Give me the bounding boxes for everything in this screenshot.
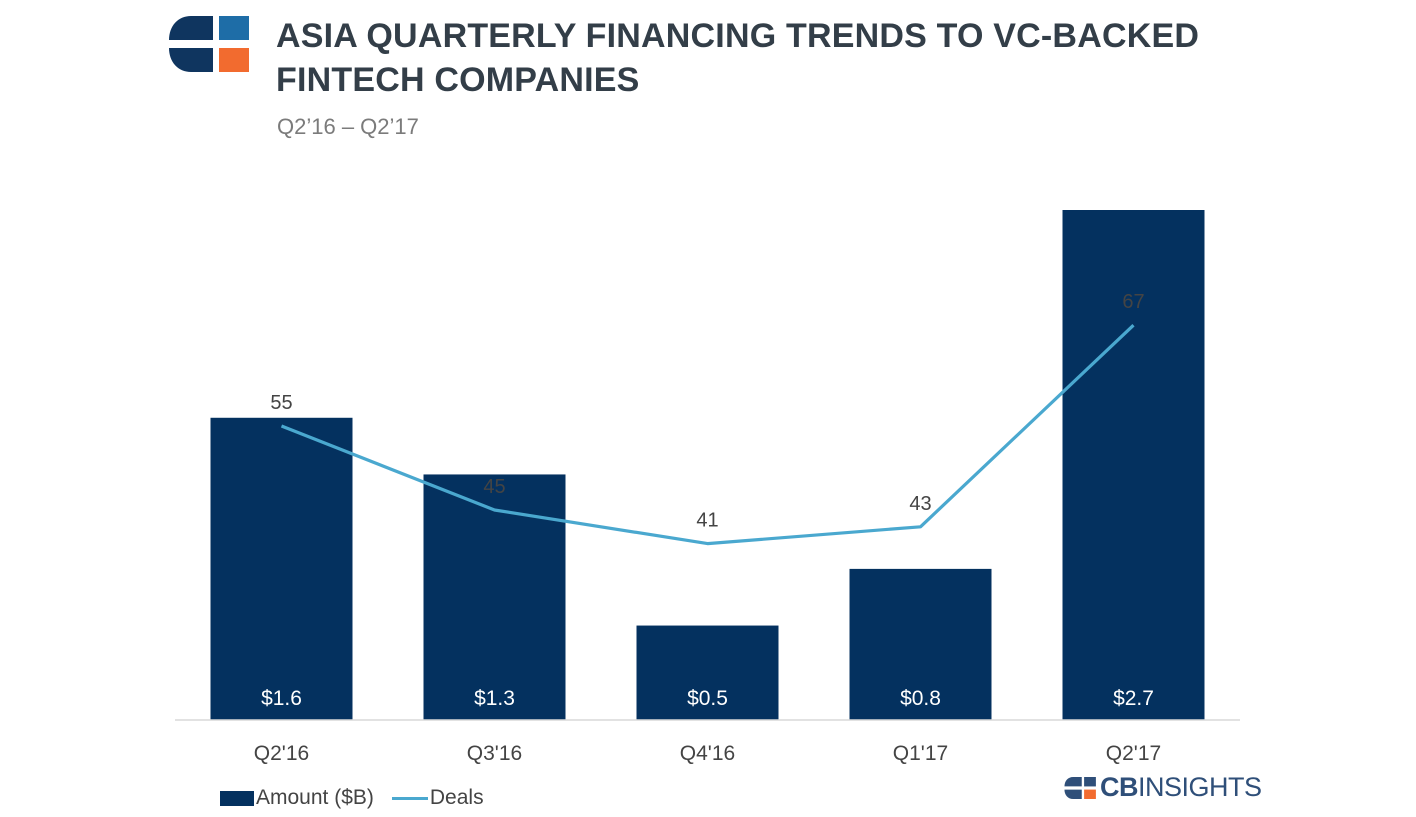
chart-title-line-2: FINTECH COMPANIES	[276, 61, 640, 99]
deals-label-4: 67	[1122, 291, 1144, 313]
bar-label-4: $2.7	[1113, 687, 1154, 710]
x-tick-label-2: Q4'16	[680, 742, 735, 765]
x-tick-label-4: Q2'17	[1106, 742, 1161, 765]
cb-insights-logo-icon	[169, 16, 249, 72]
deals-label-2: 41	[696, 510, 718, 532]
bar-4	[1062, 210, 1205, 720]
deals-label-1: 45	[483, 476, 505, 498]
legend-swatch-amount	[220, 790, 254, 806]
x-tick-label-3: Q1'17	[893, 742, 948, 765]
bar-2	[636, 625, 779, 720]
chart-title: ASIA QUARTERLY FINANCING TRENDS TO VC-BA…	[276, 14, 1276, 102]
bar-0	[210, 417, 353, 720]
x-tick-label-1: Q3'16	[467, 742, 522, 765]
cb-insights-brand-icon	[1064, 776, 1096, 799]
cb-insights-wordmark: CBINSIGHTS	[1100, 772, 1262, 802]
chart-title-line-1: ASIA QUARTERLY FINANCING TRENDS TO VC-BA…	[276, 17, 1200, 55]
legend: Amount ($B) Deals	[220, 786, 484, 810]
legend-swatch-deals	[391, 796, 428, 800]
bar-label-3: $0.8	[900, 687, 941, 710]
bar-label-0: $1.6	[261, 687, 302, 710]
deals-label-0: 55	[270, 392, 292, 414]
x-tick-label-0: Q2'16	[254, 742, 309, 765]
bar-1	[423, 474, 566, 720]
bar-label-1: $1.3	[474, 687, 515, 710]
cb-insights-brand: CBINSIGHTS	[1062, 772, 1262, 803]
legend-label-deals: Deals	[429, 786, 484, 809]
legend-label-amount: Amount ($B)	[256, 786, 374, 809]
bar-label-2: $0.5	[687, 687, 728, 710]
deals-label-3: 43	[909, 493, 931, 515]
chart-subtitle: Q2’16 – Q2’17	[277, 114, 419, 139]
bar-3	[849, 568, 992, 720]
